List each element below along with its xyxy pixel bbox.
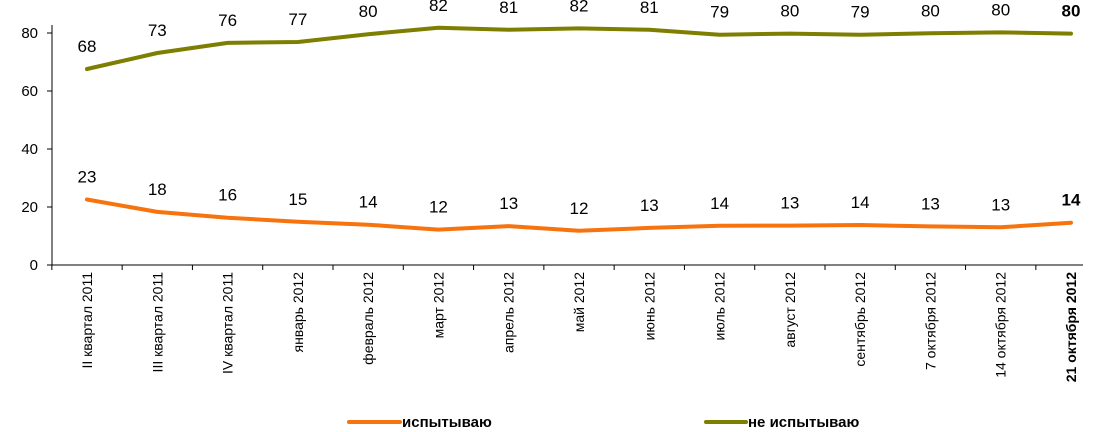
legend-label: не испытываю <box>748 414 860 431</box>
x-tick-label: июнь 2012 <box>641 272 657 341</box>
data-label: 23 <box>78 167 97 186</box>
data-label: 18 <box>148 180 167 199</box>
x-tick-label: 14 октября 2012 <box>993 272 1009 378</box>
series-line-1 <box>85 197 1073 233</box>
x-tick-label: февраль 2012 <box>360 272 376 365</box>
data-label: 14 <box>851 193 870 212</box>
data-label: 81 <box>640 0 659 17</box>
data-label: 79 <box>851 3 870 22</box>
x-axis-ticks: II квартал 2011 III квартал 2011 IV кварта… <box>51 265 1079 382</box>
y-tick-label: 60 <box>21 83 38 100</box>
x-tick-label: май 2012 <box>571 272 587 332</box>
data-labels: 23 18 16 15 14 12 13 12 13 14 13 14 13 13 14 68 73 76 77 80… <box>78 0 1081 218</box>
data-label: 12 <box>570 199 589 218</box>
x-tick-label: август 2012 <box>782 272 798 348</box>
series-lines <box>85 25 1073 233</box>
data-label: 13 <box>499 194 518 213</box>
x-tick-label: сентябрь 2012 <box>852 272 868 367</box>
data-label: 81 <box>499 0 518 17</box>
x-tick-label: IV квартал 2011 <box>220 272 236 374</box>
y-tick-label: 0 <box>30 257 38 274</box>
legend-label: испытываю <box>402 414 492 431</box>
x-tick-label: II квартал 2011 <box>79 272 95 369</box>
y-tick-label: 20 <box>21 199 38 216</box>
x-tick-label: 21 октября 2012 <box>1063 272 1079 382</box>
data-label: 82 <box>429 0 448 15</box>
data-label: 76 <box>218 11 237 30</box>
data-label: 68 <box>78 37 97 56</box>
data-label: 14 <box>359 193 378 212</box>
data-label: 73 <box>148 21 167 40</box>
data-label: 16 <box>218 186 237 205</box>
series-line-2 <box>85 25 1073 71</box>
data-label: 80 <box>921 1 940 20</box>
data-label: 14 <box>710 194 729 213</box>
data-label: 80 <box>991 0 1010 19</box>
data-label: 14 <box>1062 191 1081 210</box>
x-tick-label: 7 октября 2012 <box>922 272 938 370</box>
data-label: 12 <box>429 198 448 217</box>
y-tick-label: 80 <box>21 25 38 42</box>
x-tick-label: январь 2012 <box>290 272 306 353</box>
data-label: 80 <box>1062 2 1081 21</box>
x-tick-label: III квартал 2011 <box>149 272 165 373</box>
data-label: 13 <box>780 194 799 213</box>
data-label: 13 <box>640 196 659 215</box>
data-label: 77 <box>288 10 307 29</box>
data-label: 13 <box>921 194 940 213</box>
x-tick-label: июль 2012 <box>712 272 728 341</box>
data-label: 80 <box>359 2 378 21</box>
data-label: 80 <box>780 2 799 21</box>
y-tick-label: 40 <box>21 141 38 158</box>
data-label: 82 <box>570 0 589 15</box>
legend: испытываю не испытываю <box>347 414 860 431</box>
data-label: 15 <box>288 190 307 209</box>
data-label: 13 <box>991 195 1010 214</box>
x-tick-label: апрель 2012 <box>501 272 517 353</box>
axes <box>51 25 1083 266</box>
y-axis-ticks: 0 20 40 60 80 <box>21 25 52 274</box>
x-tick-label: март 2012 <box>430 272 446 339</box>
data-label: 79 <box>710 3 729 22</box>
